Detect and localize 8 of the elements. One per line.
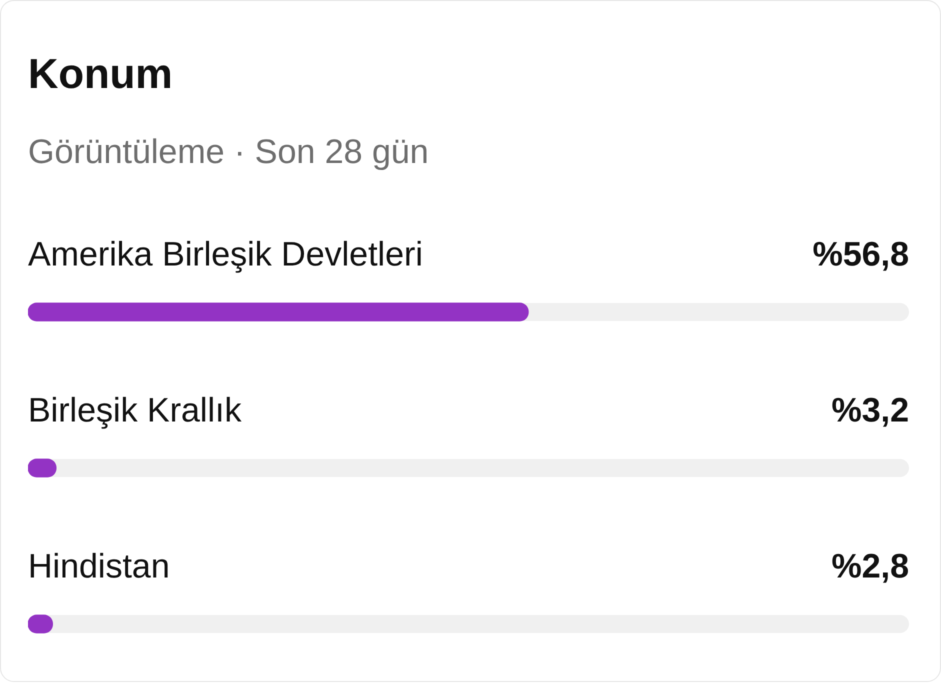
y-tick-label: Hindistan xyxy=(28,547,170,586)
data-label: %56,8 xyxy=(812,235,909,274)
data-label: %3,2 xyxy=(832,391,909,430)
data-label: %2,8 xyxy=(832,547,909,586)
y-tick-label: Birleşik Krallık xyxy=(28,391,242,430)
chart-subtitle: Görüntüleme · Son 28 gün xyxy=(28,133,429,171)
chart-title: Konum xyxy=(28,50,173,97)
y-tick-label: Amerika Birleşik Devletleri xyxy=(28,235,423,274)
